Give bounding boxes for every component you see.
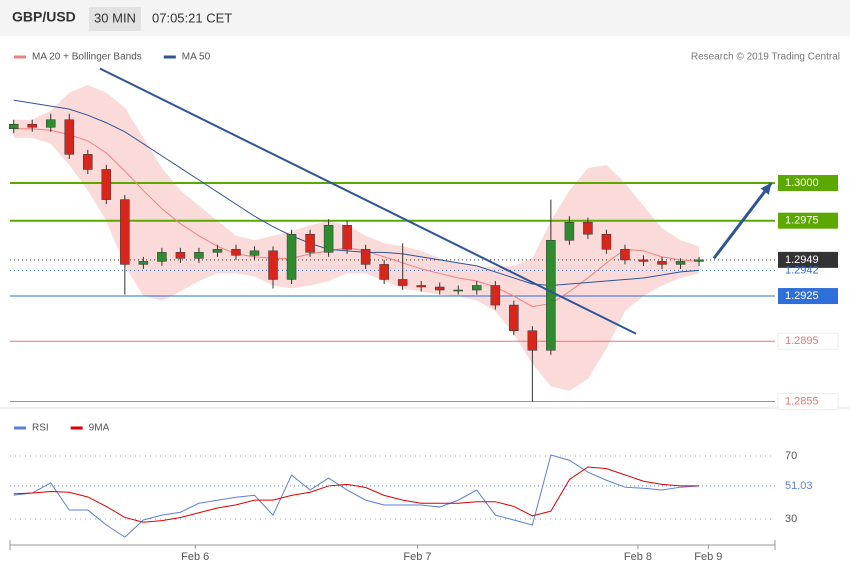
last-value-label: 51.03 [785, 480, 813, 492]
candle-body [286, 234, 297, 280]
level-label: 1.2949 [785, 254, 819, 266]
y-tick-label: 30 [785, 513, 797, 525]
candle-body [212, 249, 223, 253]
candle-body [175, 252, 186, 259]
rsi-panel: 30 70 51.03 Feb 6 Feb 7 Feb 8 Feb 9 RSI 9MA [9, 423, 813, 563]
candle-body [675, 261, 686, 265]
symbol: GBP/USD [12, 9, 76, 25]
candle-body [231, 249, 241, 256]
candle-body [157, 252, 167, 262]
level-label-box [777, 332, 839, 350]
candle-body [509, 304, 519, 331]
arrow-head [760, 183, 772, 195]
candle-body [83, 154, 93, 170]
level-label-box [778, 251, 838, 268]
candle-body [138, 261, 149, 265]
legend-label: MA 20 + Bollinger Bands [32, 52, 142, 63]
y-tick-label: 70 [785, 450, 797, 462]
legend-label: MA 50 [182, 52, 211, 63]
level-label: 1.2942 [785, 264, 819, 276]
level-label: 1.2925 [785, 290, 819, 302]
candle-body [564, 221, 575, 241]
candle-body [601, 234, 612, 250]
level-label: 1.3000 [785, 177, 819, 189]
candle-body [323, 224, 334, 253]
candle-body [638, 259, 649, 262]
candle-body [268, 250, 278, 280]
candle-body [416, 285, 426, 288]
level-label: 1.2975 [785, 215, 819, 227]
x-tick-label: Feb 9 [694, 551, 722, 563]
level-label-box [777, 393, 839, 411]
candle-body [546, 240, 556, 351]
candle-body [657, 261, 667, 265]
x-tick-label: Feb 6 [181, 551, 209, 563]
candle-body [120, 199, 130, 265]
interval: 30 MIN [94, 10, 136, 25]
candle-body [694, 259, 704, 262]
time: 07:05:21 CET [152, 10, 232, 25]
x-tick-label: Feb 7 [403, 551, 431, 563]
candle-body [360, 249, 371, 265]
candle-body [249, 250, 260, 256]
source: Research © 2019 Trading Central [691, 52, 840, 63]
interval-box [89, 7, 141, 31]
candle-body [490, 285, 501, 306]
candle-body [46, 119, 56, 128]
candle-body [101, 169, 112, 200]
ma-line [13, 128, 700, 308]
candle-body [583, 221, 593, 235]
trend-line [99, 67, 637, 335]
candle-body [342, 224, 352, 250]
level-label-box [778, 175, 838, 192]
level-label-box [778, 288, 838, 305]
candle-body [8, 123, 19, 130]
candle-body [64, 119, 75, 155]
candle-body [397, 279, 408, 286]
level-label-box [778, 212, 838, 229]
candle-body [453, 289, 464, 292]
candle-body [527, 330, 538, 351]
ma-line [13, 99, 700, 286]
header-bar [0, 0, 850, 36]
candle-body [27, 123, 37, 128]
legend-label: 9MA [89, 423, 110, 434]
level-label: 1.2855 [785, 395, 819, 407]
candle-body [620, 249, 630, 261]
forecast-arrow [712, 182, 773, 260]
candle-body [434, 286, 445, 291]
level-label: 1.2895 [785, 335, 819, 347]
x-tick-label: Feb 8 [624, 551, 652, 563]
candle-body [379, 264, 389, 280]
candle-body [472, 285, 482, 291]
indicator-line [13, 466, 700, 523]
indicator-line [13, 454, 700, 538]
bollinger-band [13, 85, 700, 391]
candle-body [194, 252, 204, 259]
candle-body [305, 234, 315, 253]
legend-label: RSI [32, 423, 49, 434]
